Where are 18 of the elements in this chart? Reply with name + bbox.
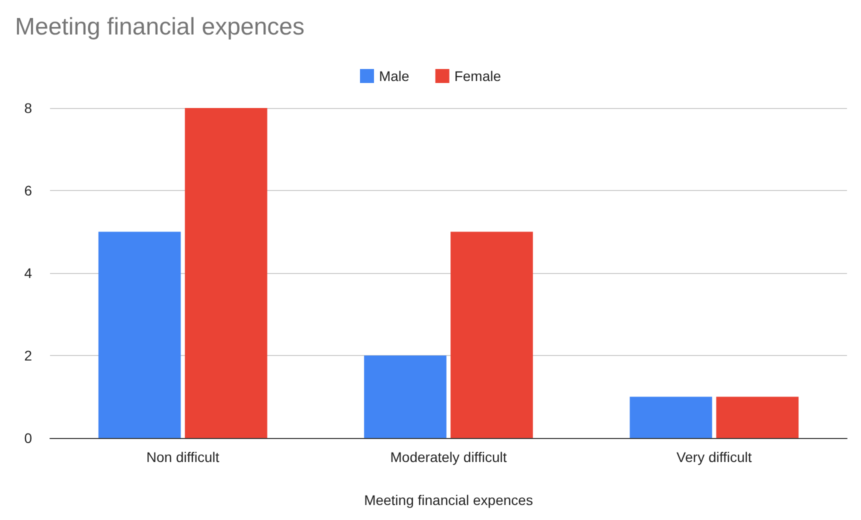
x-tick-label: Very difficult — [676, 449, 752, 465]
x-axis-title: Meeting financial expences — [364, 492, 533, 508]
y-tick-label: 2 — [24, 348, 32, 364]
legend-label: Male — [378, 68, 410, 84]
bar — [364, 356, 446, 438]
y-tick-label: 8 — [24, 100, 32, 116]
bar — [630, 396, 712, 438]
legend-label: Female — [454, 68, 502, 84]
y-tick-label: 6 — [24, 182, 32, 198]
chart-title: Meeting financial expences — [15, 14, 305, 40]
bar — [184, 108, 268, 438]
x-tick-label: Non difficult — [146, 449, 220, 465]
x-tick-label: Moderately difficult — [390, 449, 507, 465]
bar — [450, 232, 533, 438]
bar — [98, 232, 181, 438]
y-tick-label: 0 — [24, 430, 32, 446]
y-tick-label: 4 — [24, 265, 32, 281]
bar — [716, 396, 799, 438]
